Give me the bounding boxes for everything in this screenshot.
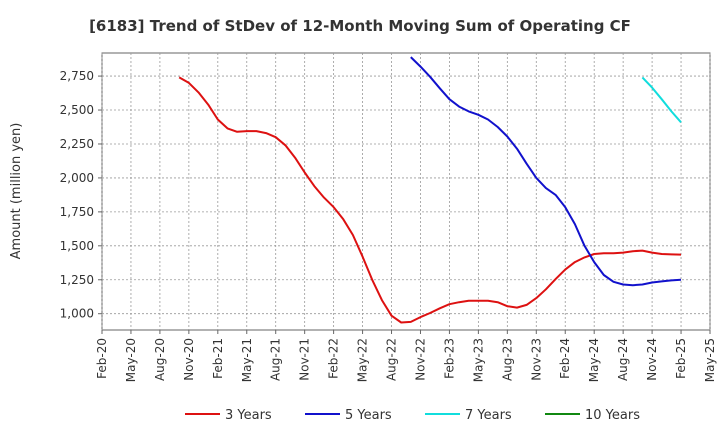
x-tick-label: Aug-20 (153, 338, 167, 381)
chart-title: [6183] Trend of StDev of 12-Month Moving… (89, 17, 631, 35)
legend-label-1: 3 Years (225, 408, 272, 423)
x-tick-label: May-20 (124, 338, 138, 382)
x-tick-label: May-22 (356, 338, 370, 382)
series-line-2 (410, 56, 682, 287)
y-tick-label: 2,000 (60, 171, 94, 185)
legend-label-4: 10 Years (585, 408, 640, 423)
legend: 3 Years 5 Years 7 Years 10 Years (185, 408, 640, 423)
y-tick-label: 2,500 (60, 103, 94, 117)
legend-label-3: 7 Years (465, 408, 512, 423)
y-axis-label: Amount (million yen) (9, 123, 24, 260)
x-axis-ticks: Feb-20 May-20 Aug-20 Nov-20 Feb-21 May-21 Aug-… (95, 330, 717, 382)
plot-area (101, 52, 711, 331)
y-tick-label: 2,250 (60, 137, 94, 151)
series-lines (178, 56, 682, 324)
x-tick-label: Feb-20 (95, 338, 109, 379)
y-tick-label: 1,750 (60, 205, 94, 219)
grid-lines (101, 53, 711, 330)
x-tick-label: Aug-23 (500, 338, 514, 381)
series-line-1 (178, 76, 682, 324)
y-tick-label: 1,250 (60, 273, 94, 287)
x-tick-label: Nov-24 (645, 338, 659, 381)
x-tick-label: Nov-20 (182, 338, 196, 381)
x-tick-label: Feb-24 (558, 338, 572, 379)
x-tick-label: May-23 (471, 338, 485, 382)
x-tick-label: Feb-25 (674, 338, 688, 379)
x-tick-label: Aug-22 (385, 338, 399, 381)
x-tick-label: Feb-23 (442, 338, 456, 379)
y-tick-label: 1,500 (60, 239, 94, 253)
x-tick-label: Aug-24 (616, 338, 630, 381)
x-tick-label: Feb-22 (327, 338, 341, 379)
x-tick-label: Nov-22 (413, 338, 427, 381)
x-tick-label: May-24 (587, 338, 601, 382)
x-tick-label: May-21 (240, 338, 254, 382)
y-axis-ticks: 1,000 1,250 1,500 1,750 2,000 2,250 2,500 2,750 (60, 69, 102, 321)
y-tick-label: 2,750 (60, 69, 94, 83)
x-tick-label: Nov-23 (529, 338, 543, 381)
x-tick-label: Nov-21 (298, 338, 312, 381)
y-tick-label: 1,000 (60, 307, 94, 321)
x-tick-label: May-25 (703, 338, 717, 382)
legend-label-2: 5 Years (345, 408, 392, 423)
x-tick-label: Feb-21 (211, 338, 225, 379)
series-line-3 (641, 76, 682, 123)
x-tick-label: Aug-21 (269, 338, 283, 381)
